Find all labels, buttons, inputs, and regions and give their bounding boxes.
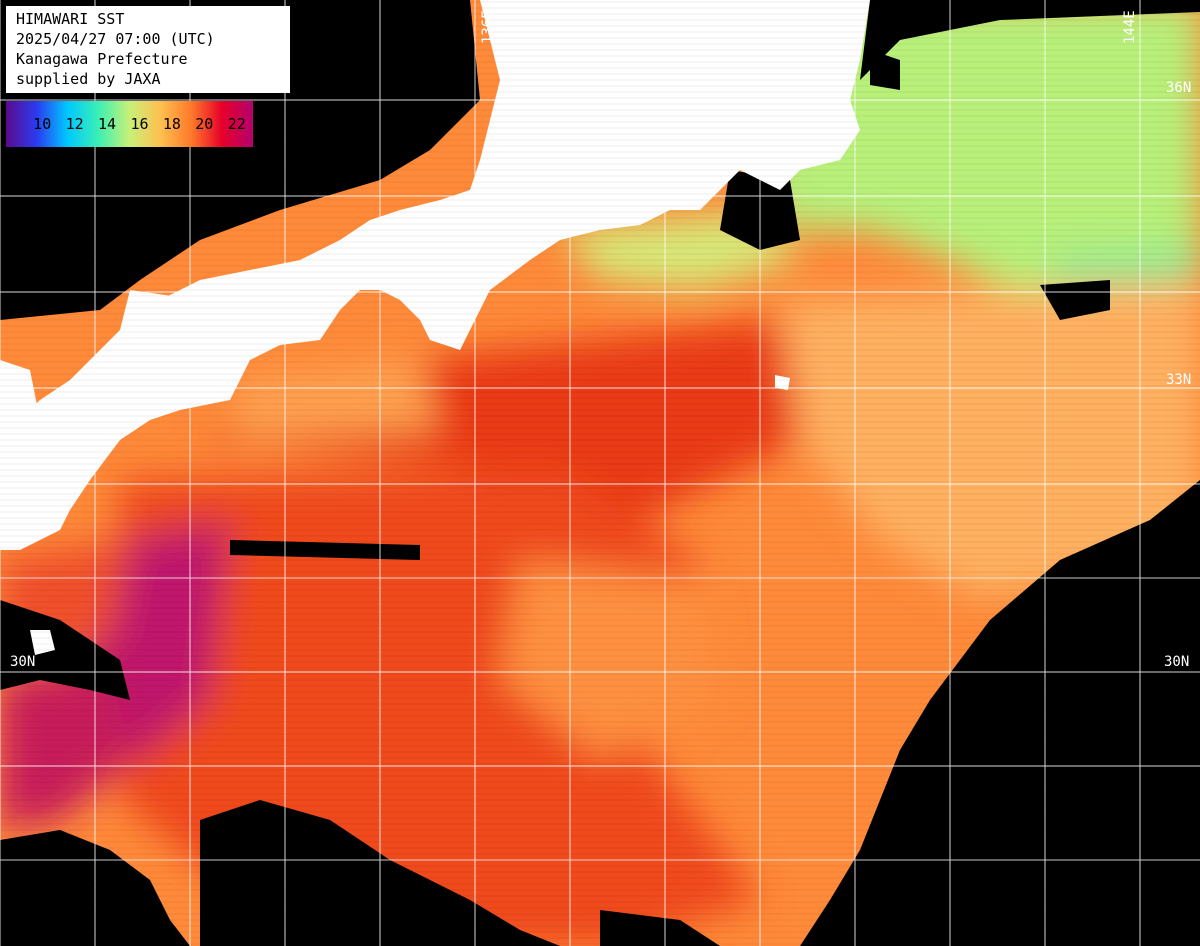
colorbar-tick-10: 10 (33, 115, 52, 133)
lon-label-144e: 144E (1122, 10, 1138, 44)
map-title: HIMAWARI SST (16, 10, 125, 28)
colorbar-tick-16: 16 (130, 115, 149, 133)
colorbar-tick-22: 22 (227, 115, 246, 133)
map-provider: Kanagawa Prefecture (16, 50, 188, 68)
colorbar-tick-14: 14 (98, 115, 117, 133)
lon-label-136e: 136E (480, 10, 496, 44)
colorbar-tick-12: 12 (65, 115, 84, 133)
lat-label-30n-left: 30N (10, 654, 36, 670)
lat-label-33n: 33N (1166, 372, 1192, 388)
lat-label-36n: 36N (1166, 80, 1192, 96)
map-credit: supplied by JAXA (16, 70, 161, 88)
lat-label-30n-right: 30N (1164, 654, 1190, 670)
info-box: HIMAWARI SST 2025/04/27 07:00 (UTC) Kana… (6, 6, 290, 93)
land (0, 0, 870, 655)
colorbar-tick-18: 18 (162, 115, 181, 133)
colorbar-legend: 10 12 14 16 18 20 22 (6, 101, 253, 147)
map-datetime: 2025/04/27 07:00 (UTC) (16, 30, 215, 48)
colorbar-tick-20: 20 (195, 115, 214, 133)
